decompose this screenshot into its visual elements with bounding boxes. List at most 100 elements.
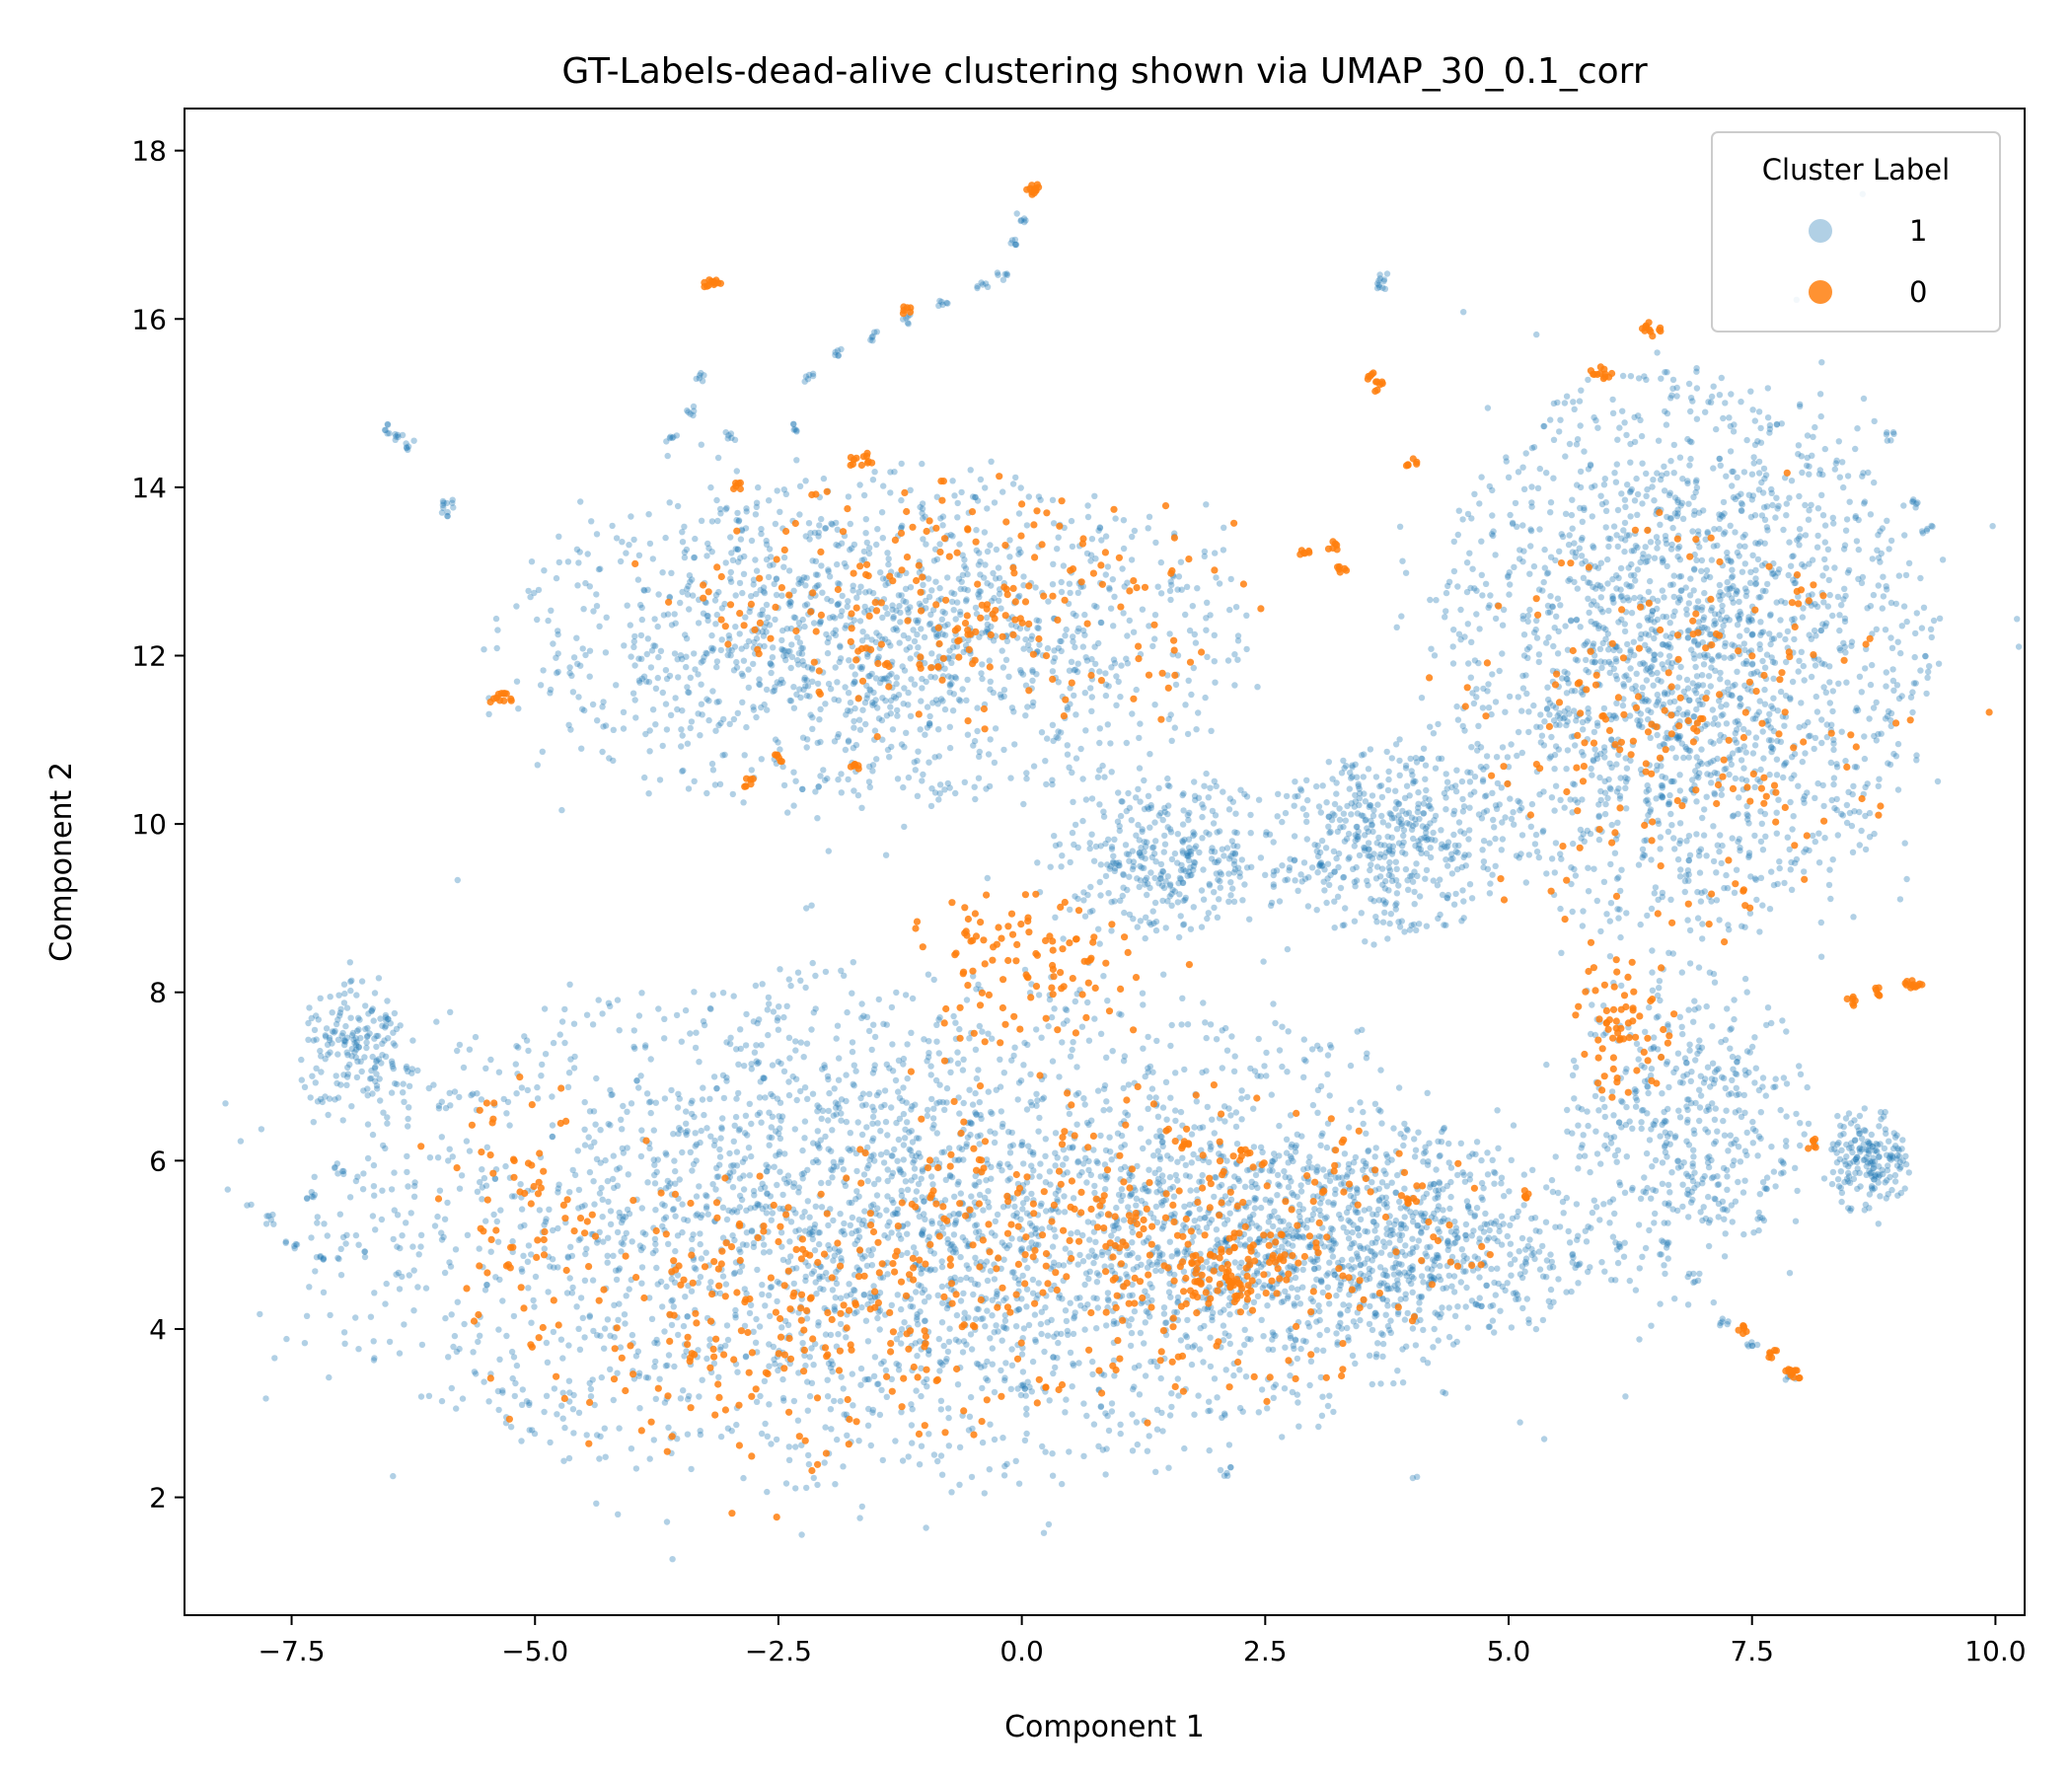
data-point-label-1 [704, 1211, 711, 1218]
data-point-label-1 [1088, 694, 1096, 701]
data-point-label-1 [728, 1209, 736, 1216]
data-point-label-1 [664, 452, 671, 460]
data-point-label-1 [1517, 1419, 1523, 1426]
data-point-label-1 [858, 1221, 865, 1228]
data-point-label-1 [981, 1490, 988, 1497]
data-point-label-1 [779, 646, 786, 654]
data-point-label-1 [1371, 1100, 1379, 1108]
data-point-label-1 [1829, 856, 1836, 863]
data-point-label-1 [960, 1338, 968, 1345]
data-point-label-1 [303, 1312, 311, 1320]
data-point-label-1 [613, 1276, 621, 1284]
data-point-label-1 [894, 1157, 901, 1164]
data-point-label-1 [1097, 1030, 1105, 1038]
data-point-label-1 [634, 576, 642, 583]
data-point-label-1 [651, 1161, 658, 1168]
data-point-label-1 [1395, 1084, 1403, 1091]
data-point-label-1 [1181, 1203, 1188, 1211]
data-point-label-1 [1523, 690, 1530, 698]
data-point-label-1 [1783, 500, 1791, 507]
data-point-label-1 [1081, 1101, 1088, 1108]
data-point-label-1 [946, 723, 953, 730]
data-point-label-1 [898, 496, 905, 504]
data-point-label-1 [816, 522, 823, 529]
data-point-label-1 [758, 1042, 765, 1049]
data-point-label-1 [396, 1350, 404, 1357]
data-point-label-1 [729, 790, 736, 798]
data-point-label-1 [985, 751, 993, 758]
data-point-label-1 [785, 976, 792, 983]
data-point-label-1 [1211, 658, 1219, 665]
data-point-label-1 [1062, 1245, 1070, 1252]
data-point-label-1 [1066, 1110, 1073, 1118]
data-point-label-1 [928, 1095, 935, 1103]
data-point-label-1 [1106, 1134, 1113, 1141]
data-point-label-1 [445, 1354, 452, 1361]
data-point-label-1 [758, 756, 765, 763]
data-point-label-1 [793, 457, 800, 464]
data-point-label-1 [973, 527, 980, 534]
data-point-label-1 [1185, 677, 1192, 684]
data-point-label-1 [557, 1336, 565, 1343]
data-point-label-1 [1120, 545, 1128, 553]
data-point-label-1 [955, 575, 963, 582]
data-point-label-1 [972, 795, 979, 803]
data-point-label-1 [1781, 722, 1788, 729]
data-point-label-1 [1016, 1235, 1024, 1242]
data-point-label-1 [945, 1443, 952, 1449]
data-point-label-1 [1051, 1005, 1058, 1012]
data-point-label-1 [601, 1425, 608, 1432]
data-point-label-1 [1181, 1066, 1188, 1073]
data-point-label-1 [831, 696, 838, 703]
data-point-label-1 [834, 1022, 842, 1029]
data-point-label-1 [1059, 1295, 1066, 1302]
data-point-label-1 [1145, 1065, 1151, 1072]
data-point-label-1 [992, 1130, 999, 1137]
data-point-label-1 [1361, 1207, 1369, 1214]
data-point-label-1 [947, 1241, 954, 1249]
data-point-label-1 [1354, 1225, 1362, 1232]
data-point-label-1 [974, 1305, 981, 1312]
data-point-label-1 [568, 1290, 576, 1296]
data-point-label-1 [1504, 754, 1512, 761]
data-point-label-1 [1557, 905, 1564, 913]
data-point-label-1 [1221, 1221, 1228, 1227]
data-point-label-1 [1648, 856, 1655, 863]
data-point-label-1 [431, 1222, 439, 1229]
data-point-label-1 [1382, 1311, 1389, 1318]
data-point-label-1 [852, 1068, 859, 1074]
data-point-label-1 [932, 578, 939, 585]
data-point-label-1 [979, 1028, 986, 1035]
data-point-label-1 [1066, 1145, 1073, 1151]
data-point-label-1 [453, 1405, 460, 1412]
data-point-label-1 [733, 658, 740, 666]
data-point-label-1 [1120, 610, 1127, 617]
data-point-label-1 [1045, 1520, 1053, 1528]
data-point-label-1 [734, 509, 741, 517]
data-point-label-1 [607, 1002, 614, 1009]
data-point-label-1 [964, 586, 971, 594]
data-point-label-1 [801, 623, 808, 630]
data-point-label-1 [768, 554, 775, 560]
data-point-label-1 [776, 1150, 782, 1158]
data-point-label-1 [575, 1186, 583, 1194]
data-point-label-1 [990, 689, 997, 697]
data-point-label-1 [674, 1272, 682, 1279]
data-point-label-1 [1519, 464, 1526, 471]
data-point-label-1 [649, 706, 657, 713]
data-point-label-1 [869, 1406, 877, 1414]
data-point-label-1 [258, 1126, 265, 1133]
data-point-label-1 [854, 1119, 861, 1126]
data-point-label-1 [698, 1255, 705, 1262]
data-point-label-1 [824, 1393, 832, 1400]
data-point-label-1 [655, 653, 662, 661]
data-point-label-1 [687, 1030, 694, 1037]
data-point-label-1 [907, 655, 914, 662]
data-point-label-1 [1676, 772, 1683, 778]
data-point-label-1 [1081, 1281, 1088, 1289]
data-point-label-1 [972, 1222, 979, 1229]
data-point-label-1 [675, 674, 682, 681]
data-point-label-1 [1927, 626, 1935, 632]
data-point-label-1 [1124, 660, 1132, 667]
data-point-label-1 [1424, 1089, 1431, 1097]
